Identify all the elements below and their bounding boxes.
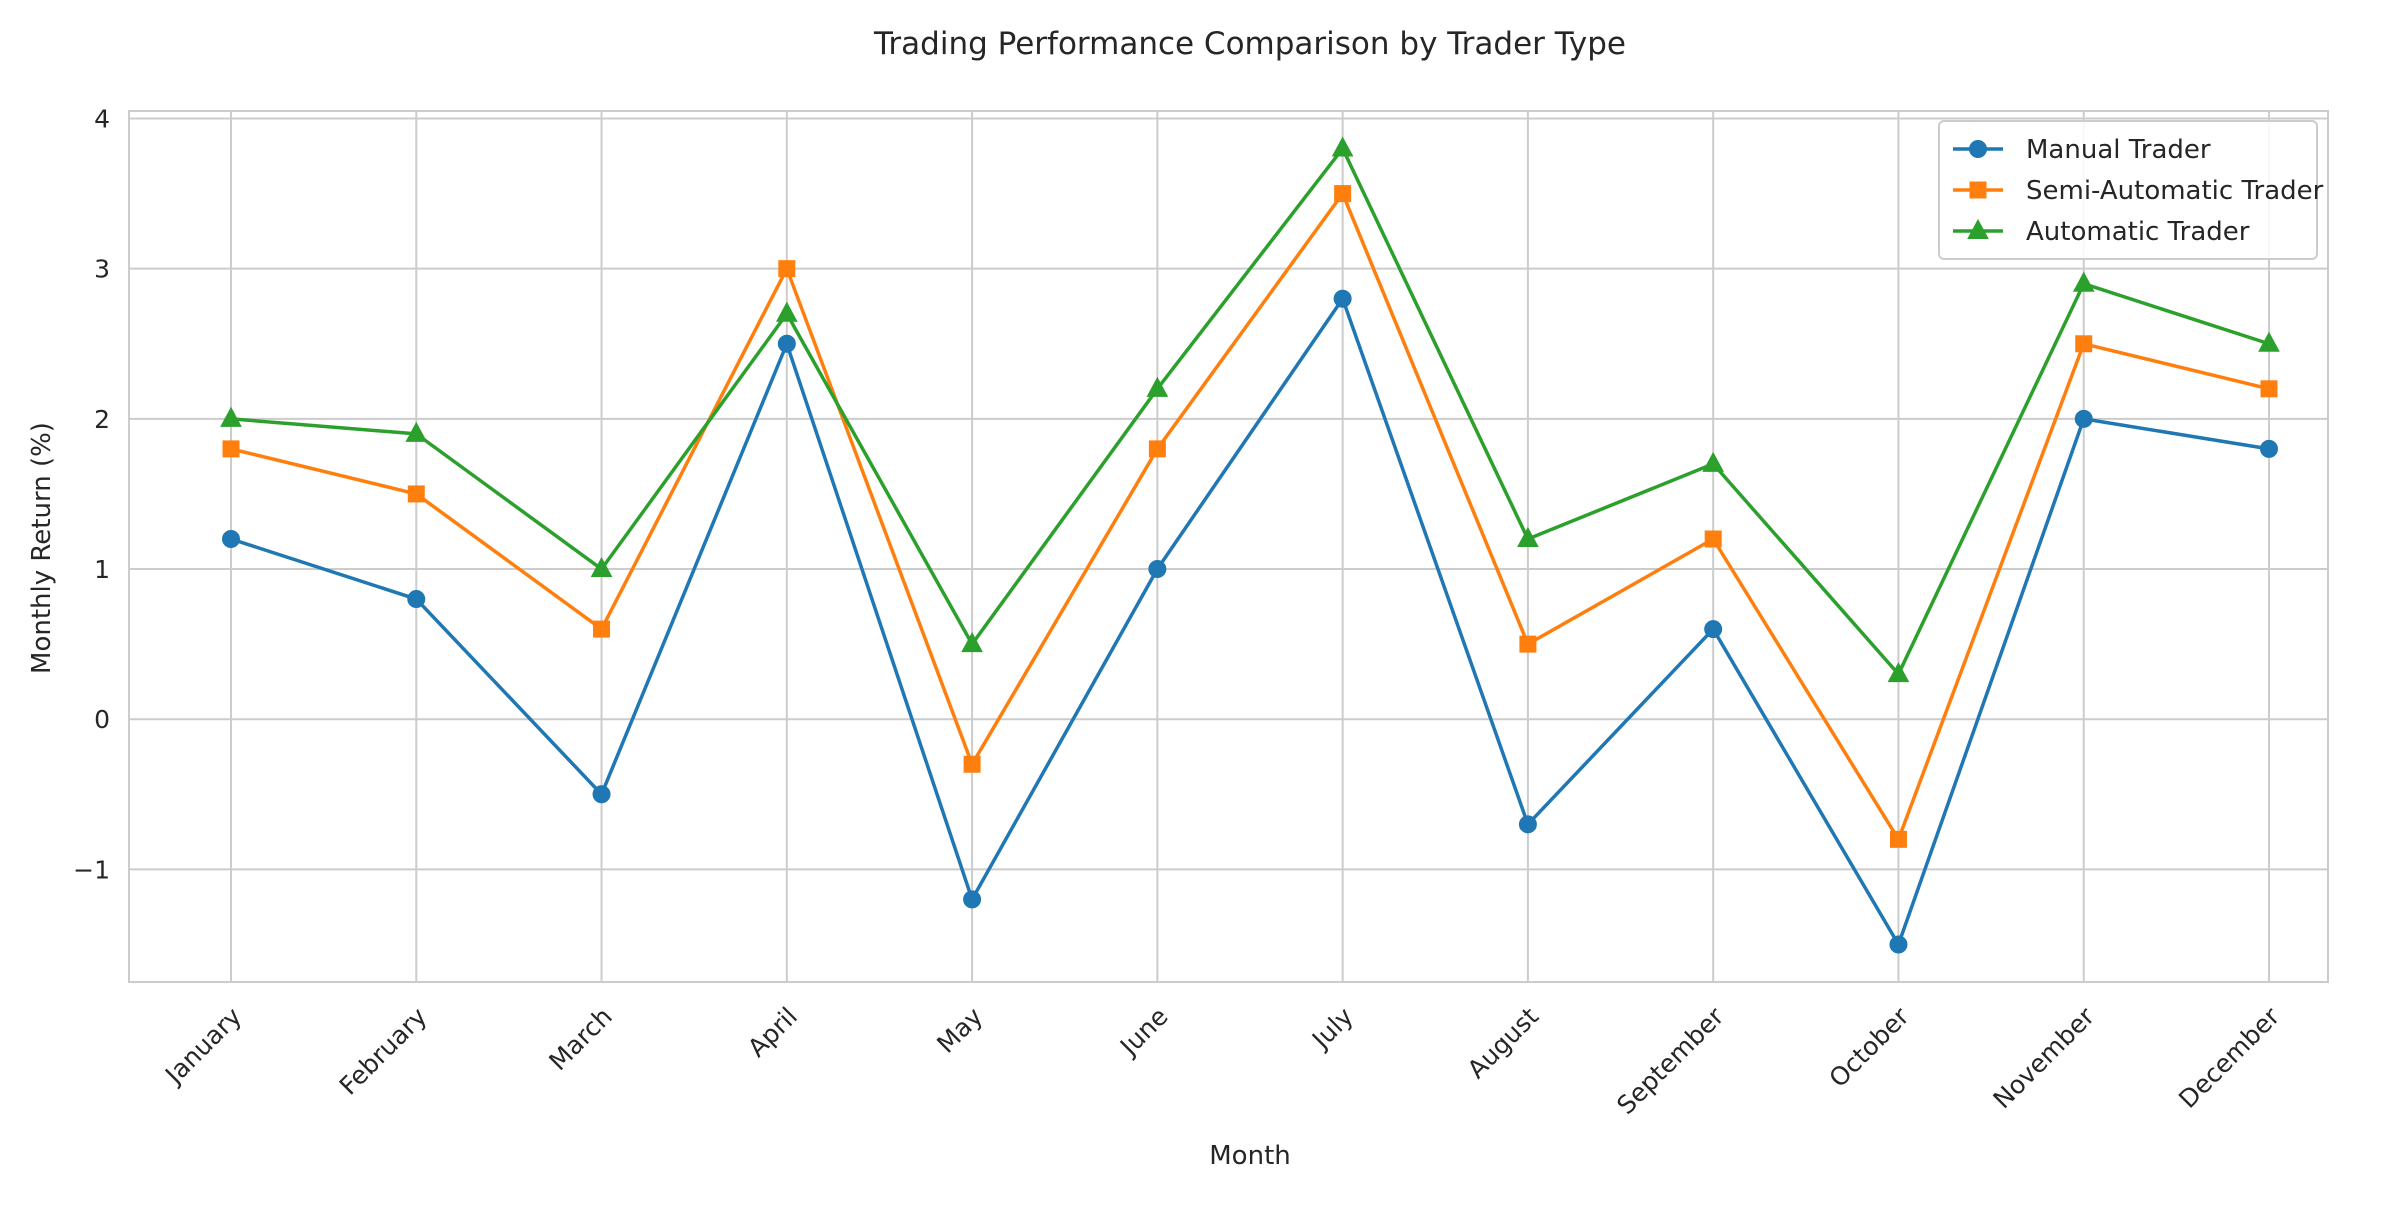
data-point <box>1148 560 1167 579</box>
legend: Manual Trader Semi-Automatic Trader Automa… <box>1938 120 2324 260</box>
data-point <box>1889 830 1907 848</box>
y-tick-label: 1 <box>94 555 110 584</box>
legend-label: Automatic Trader <box>2026 217 2250 247</box>
x-axis-label: Month <box>1209 1141 1291 1171</box>
data-point <box>1704 530 1722 548</box>
legend-item: Semi-Automatic Trader <box>1953 176 2324 206</box>
data-point <box>220 406 242 427</box>
data-point <box>2260 380 2278 398</box>
y-axis-label: Monthly Return (%) <box>27 422 57 674</box>
y-tick-label: 2 <box>94 405 110 434</box>
data-point <box>2258 331 2280 352</box>
legend-marker <box>1969 181 1987 199</box>
data-point <box>2075 335 2093 353</box>
series-1 <box>222 289 2278 954</box>
legend-marker <box>1969 140 1987 158</box>
data-point <box>1334 185 1352 203</box>
data-point <box>2074 409 2093 428</box>
data-point <box>1146 376 1169 397</box>
legend-item: Automatic Trader <box>1953 217 2250 247</box>
data-point <box>777 334 796 353</box>
data-point <box>1887 662 1910 683</box>
series-2 <box>222 185 2278 848</box>
data-point <box>775 301 798 322</box>
y-tick-label: −1 <box>73 855 110 884</box>
data-point <box>592 785 611 804</box>
data-point <box>222 440 240 458</box>
y-tick-label: 0 <box>94 705 110 734</box>
series-line <box>230 191 2270 842</box>
data-point <box>222 529 240 548</box>
data-point <box>1331 136 1354 157</box>
plot-area <box>128 110 2329 983</box>
legend-marker <box>1967 218 1989 239</box>
data-point <box>961 632 983 653</box>
data-point <box>590 556 613 578</box>
data-point <box>405 421 428 442</box>
data-point <box>963 890 982 909</box>
legend-label: Semi-Automatic Trader <box>2026 176 2324 206</box>
data-point <box>1518 815 1537 834</box>
data-point <box>593 620 611 638</box>
data-point <box>778 260 796 278</box>
data-point <box>1517 526 1539 547</box>
y-tick-label: 3 <box>94 255 110 284</box>
chart-title: Trading Performance Comparison by Trader… <box>873 26 1626 62</box>
series-line <box>230 296 2270 947</box>
series-line <box>230 146 2270 676</box>
data-point <box>1704 620 1723 639</box>
legend-label: Manual Trader <box>2026 135 2211 165</box>
data-point <box>1333 289 1352 308</box>
legend-box <box>1938 120 2318 260</box>
data-point <box>1519 635 1537 653</box>
y-tick-label: 4 <box>94 105 110 134</box>
data-point <box>407 590 426 609</box>
data-point <box>407 485 425 503</box>
data-point <box>2260 439 2278 458</box>
data-point <box>1889 935 1908 954</box>
series-3 <box>220 136 2280 683</box>
legend-item: Manual Trader <box>1953 135 2211 165</box>
data-point <box>1702 451 1725 472</box>
data-point <box>2072 271 2095 292</box>
data-point <box>1148 440 1166 458</box>
data-point <box>963 755 981 773</box>
